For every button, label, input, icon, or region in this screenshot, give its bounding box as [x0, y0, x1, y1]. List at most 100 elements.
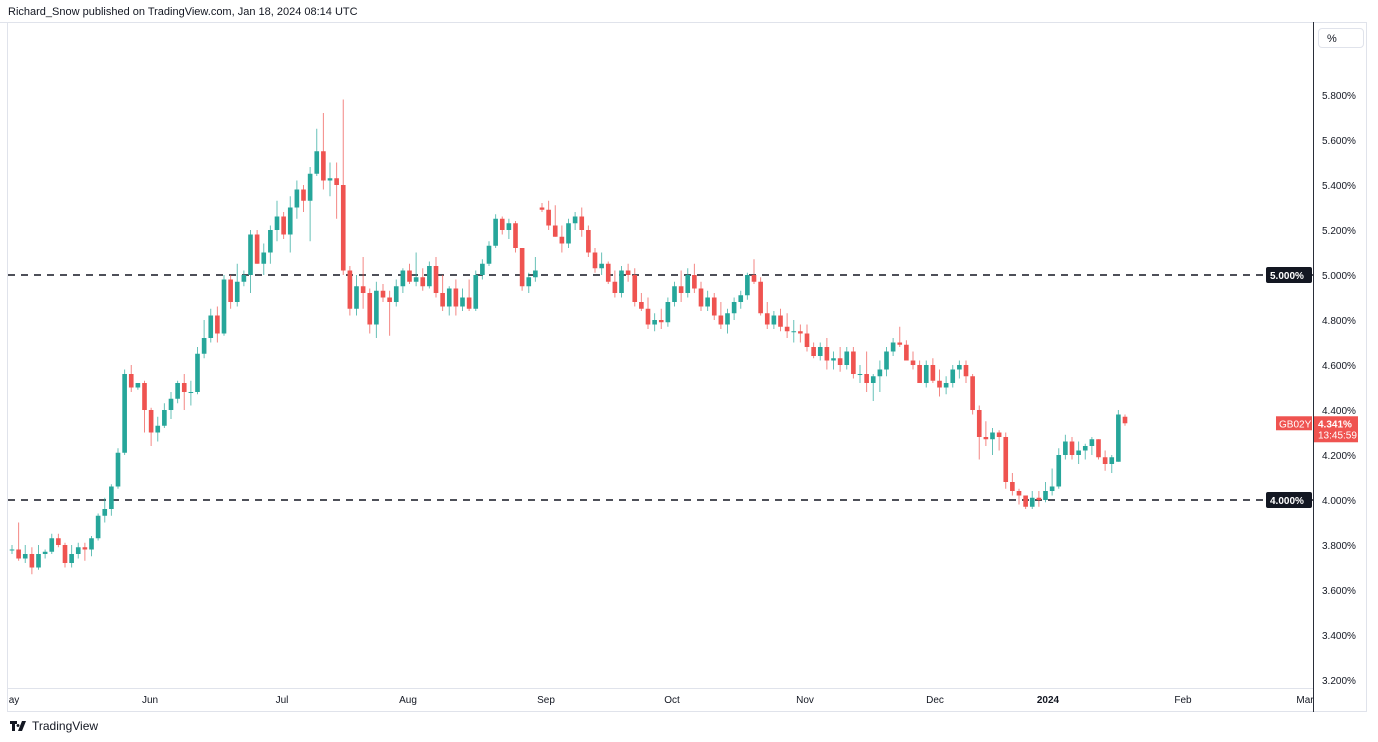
level-label: 4.000%	[1270, 496, 1304, 507]
candle-up	[1029, 491, 1035, 509]
candle-body	[711, 297, 717, 316]
candle-body	[877, 369, 883, 377]
candle-down	[559, 225, 565, 253]
candle-down	[1036, 491, 1042, 507]
candle-up	[480, 259, 485, 280]
candle-body	[950, 369, 956, 383]
candle-body	[380, 290, 386, 298]
y-tick-label: 4.000%	[1322, 496, 1356, 507]
x-tick-label: Feb	[1174, 695, 1192, 706]
candle-up	[155, 416, 161, 442]
x-tick-label: Jul	[276, 695, 289, 706]
candle-up	[168, 392, 174, 419]
candle-down	[407, 263, 412, 284]
x-tick-label: Jun	[142, 695, 158, 706]
candle-body	[393, 286, 399, 302]
candle-body	[427, 266, 432, 287]
candle-body	[665, 302, 671, 323]
candle-up	[705, 290, 710, 311]
candle-body	[857, 374, 863, 375]
candle-body	[75, 547, 81, 554]
candle-body	[1116, 414, 1121, 462]
candle-body	[162, 410, 167, 426]
candle-body	[95, 515, 101, 539]
candle-body	[142, 383, 147, 410]
candle-body	[758, 281, 763, 314]
candle-body	[1096, 439, 1101, 458]
tradingview-brand-text: TradingView	[32, 719, 99, 733]
y-tick-label: 4.600%	[1322, 361, 1356, 372]
candle-up	[844, 347, 850, 370]
candle-body	[321, 151, 326, 181]
candle-body	[460, 297, 465, 307]
y-tick-label: 5.600%	[1322, 136, 1356, 147]
candle-body	[625, 270, 631, 275]
candle-down	[142, 380, 147, 433]
candle-up	[95, 513, 101, 541]
candle-down	[499, 216, 505, 235]
candle-body	[831, 358, 836, 361]
candle-down	[539, 203, 545, 212]
candle-up	[208, 308, 214, 343]
candle-up	[427, 261, 432, 289]
candle-body	[248, 234, 253, 275]
candle-body	[274, 216, 280, 230]
candle-body	[778, 315, 783, 327]
candle-body	[983, 437, 989, 440]
y-tick-label: 4.200%	[1322, 451, 1356, 462]
candle-body	[904, 344, 909, 361]
candle-body	[234, 281, 240, 302]
candle-body	[175, 383, 180, 399]
candle-body	[135, 383, 141, 388]
candle-up	[890, 338, 896, 356]
candle-up	[175, 380, 180, 404]
candle-down	[340, 99, 346, 275]
candle-body	[1089, 439, 1095, 446]
candle-body	[798, 331, 803, 334]
x-tick-label: Oct	[664, 695, 680, 706]
candle-up	[791, 320, 797, 343]
last-price-marker: GB02Y 4.341%13:45:59	[1276, 416, 1358, 443]
candle-up	[884, 347, 889, 377]
candle-down	[930, 358, 936, 383]
candle-body	[824, 347, 830, 361]
candle-body	[612, 281, 618, 293]
tradingview-logo[interactable]: TradingView	[10, 719, 98, 733]
candle-down	[228, 275, 233, 309]
candle-down	[625, 263, 631, 282]
candle-up	[354, 275, 359, 316]
candle-body	[930, 365, 936, 381]
candle-up	[745, 272, 750, 300]
candle-up	[526, 272, 532, 293]
candle-body	[1063, 441, 1068, 455]
candle-body	[49, 538, 55, 552]
candle-down	[586, 225, 591, 257]
candle-body	[181, 383, 187, 392]
candle-body	[36, 554, 41, 568]
candle-body	[1016, 491, 1022, 496]
candle-up	[248, 230, 253, 293]
candle-body	[82, 547, 88, 550]
candle-body	[433, 266, 439, 293]
candle-body	[1122, 416, 1128, 424]
candle-body	[1003, 437, 1009, 482]
candle-body	[771, 315, 777, 325]
candle-body	[566, 223, 571, 244]
candle-up	[268, 225, 273, 264]
candle-down	[592, 248, 598, 273]
candle-down	[639, 293, 644, 311]
candle-body	[692, 275, 697, 289]
percent-scale-button[interactable]: %	[1318, 28, 1364, 48]
candle-body	[970, 376, 975, 410]
candle-down	[798, 324, 803, 343]
candle-body	[552, 225, 558, 237]
candle-down	[552, 205, 558, 237]
candle-body	[725, 313, 730, 325]
candle-body	[546, 209, 551, 226]
attribution-text: Richard_Snow published on TradingView.co…	[8, 6, 358, 18]
candle-body	[678, 286, 684, 293]
candle-body	[811, 347, 816, 356]
price-axis-line[interactable]	[1313, 22, 1314, 712]
candle-down	[778, 308, 783, 332]
